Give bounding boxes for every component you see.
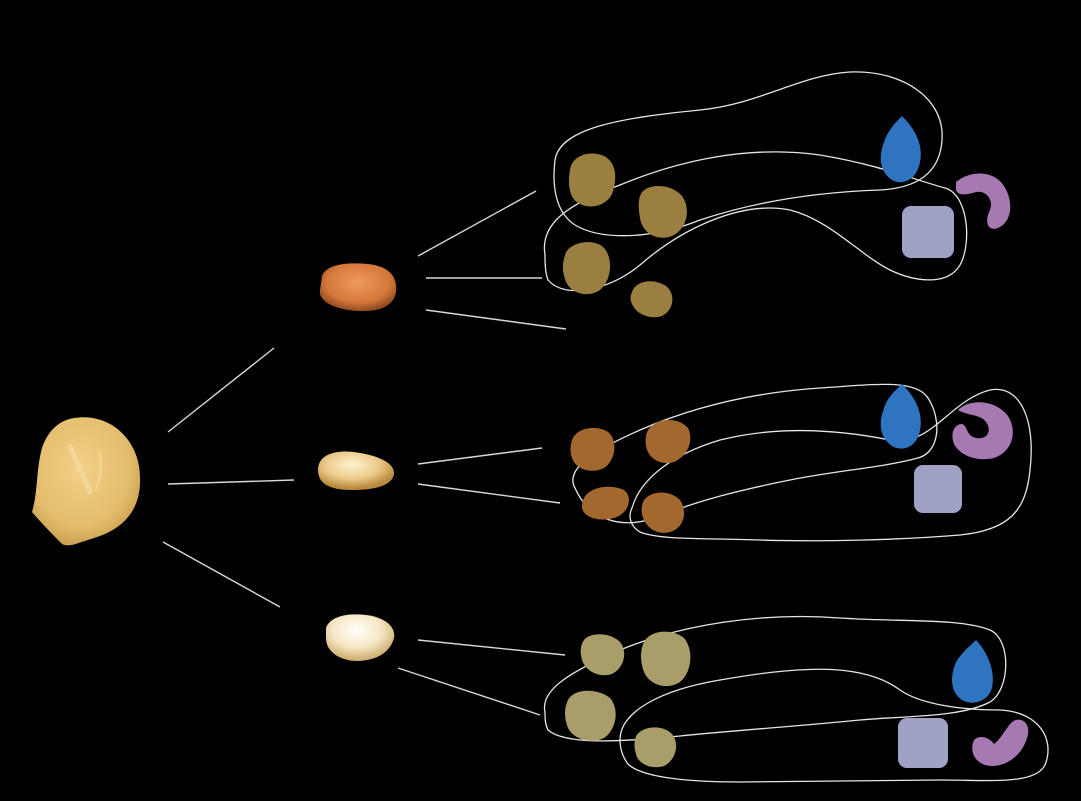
cluster-b-square-icon [914,465,962,513]
root-connectors [162,347,295,608]
cluster-c-blob-4 [634,727,677,768]
cluster-a [543,71,1011,318]
cluster-b-blob-4 [641,492,685,533]
cluster-a-square-icon [902,206,954,258]
connector-root-b [167,479,295,485]
connector-a-3 [425,309,567,330]
cluster-c-blob-3 [565,690,616,741]
connector-root-a [167,347,275,433]
cluster-a-hook-icon [956,173,1011,229]
cluster-c-hook-icon [972,719,1029,766]
cluster-b-blob-3 [582,486,629,520]
cluster-a-drop-icon [880,116,921,183]
cluster-c-outline-2 [619,668,1049,783]
connector-b-1 [417,447,543,465]
cluster-c-outlines [543,615,1049,783]
root-body-icon [32,417,141,546]
cluster-a-outline-1 [553,71,943,237]
cluster-b-outline-2 [629,388,1032,542]
connector-c-1 [417,639,566,656]
cluster-a-blob-2 [638,186,687,238]
seed-connectors [397,190,567,716]
cluster-a-outlines [543,71,968,292]
seed-b-icon [318,451,395,490]
cluster-c-blob-2 [641,631,691,687]
cluster-b [570,383,1032,542]
cluster-c [543,615,1049,783]
cluster-b-blob-1 [570,427,615,471]
cluster-c-blob-1 [580,634,625,676]
seed-c-icon [326,614,395,661]
seed-a-icon [319,263,397,312]
cluster-c-square-icon [898,718,948,768]
cluster-a-blob-1 [568,153,616,207]
cluster-c-outline-1 [543,615,1007,742]
cluster-b-blob-2 [645,419,691,464]
cluster-c-drop-icon [952,640,993,703]
cluster-a-outline-2 [543,151,968,292]
connector-c-2 [397,667,541,716]
connector-b-2 [417,483,561,504]
cluster-a-blob-4 [630,281,673,318]
cluster-b-drop-icon [880,384,921,449]
connector-a-1 [417,190,537,257]
cluster-b-hook-icon [952,402,1013,460]
cluster-a-blob-3 [562,242,611,295]
connector-root-c [162,541,281,608]
